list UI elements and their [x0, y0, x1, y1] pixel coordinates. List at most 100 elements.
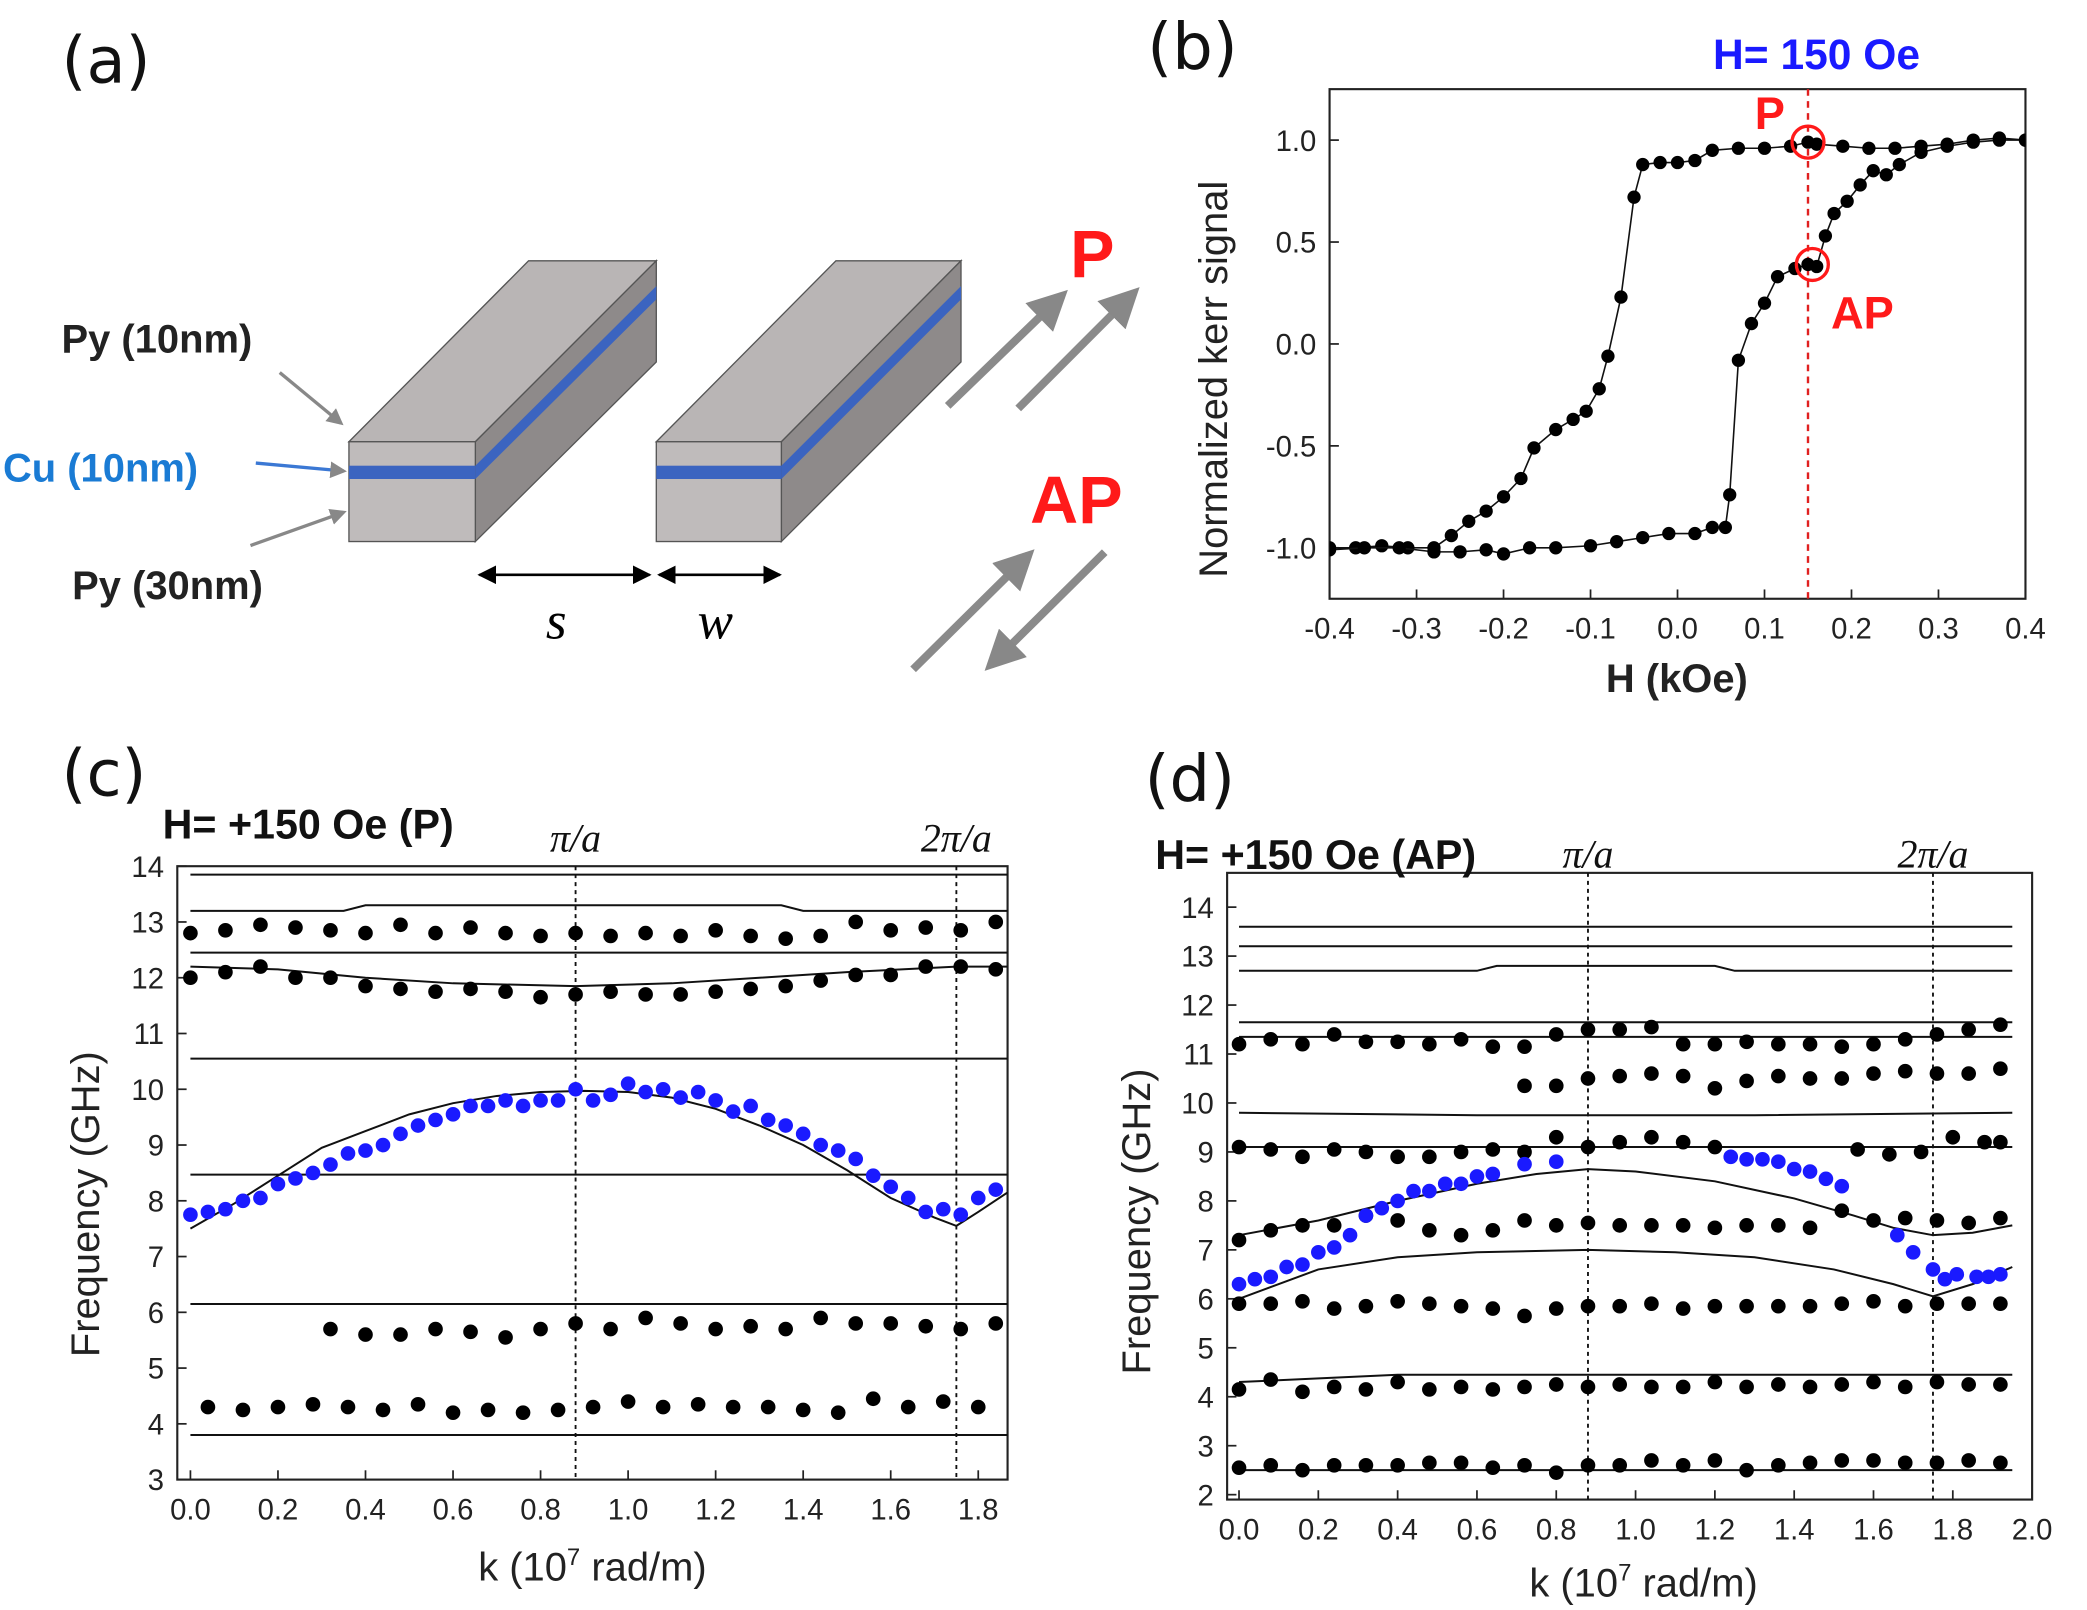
data-point [1961, 1022, 1976, 1037]
data-point-highlighted [708, 1093, 723, 1108]
data-point [1866, 1213, 1881, 1228]
zone-boundary-label: 2π/a [1897, 832, 1968, 877]
data-point-highlighted [463, 1098, 478, 1114]
data-point [1522, 541, 1537, 555]
state-marker-circle [1794, 246, 1830, 283]
data-point [1653, 155, 1667, 170]
data-point [288, 970, 303, 986]
data-point [1392, 541, 1406, 555]
y-tick-label: 3 [1198, 1431, 1214, 1463]
data-point [1866, 1374, 1881, 1390]
data-point [1422, 1455, 1437, 1471]
data-point-highlighted [323, 1157, 338, 1172]
data-point [1771, 1377, 1786, 1392]
x-axis-label: k (107 rad/m) [478, 1544, 706, 1590]
data-point [603, 984, 618, 999]
data-point-highlighted [970, 1190, 986, 1206]
data-point [218, 964, 233, 980]
data-point [1802, 1036, 1818, 1052]
data-point [1670, 155, 1685, 170]
data-point-highlighted [1889, 1227, 1905, 1243]
data-point-highlighted [358, 1143, 373, 1158]
data-point-highlighted [1925, 1262, 1941, 1277]
state-label-p: P [1070, 218, 1114, 292]
data-point [1993, 1134, 2008, 1150]
data-point [1390, 1149, 1405, 1165]
data-point [1739, 1034, 1754, 1050]
data-point-highlighted [1969, 1269, 1984, 1285]
data-point [1929, 1296, 1945, 1312]
data-point [1517, 1213, 1532, 1228]
data-point [1929, 1374, 1945, 1390]
data-point [1427, 545, 1441, 559]
wire-2 [654, 259, 963, 544]
data-point [1675, 1379, 1691, 1395]
data-point [1675, 1134, 1691, 1150]
data-point [1707, 1453, 1723, 1468]
chart-title: H= 150 Oe [1713, 31, 1920, 79]
y-tick-label: 14 [1181, 893, 1214, 925]
x-tick-label: 0.2 [258, 1495, 299, 1527]
data-point [1834, 1453, 1850, 1468]
data-point-highlighted [200, 1204, 216, 1220]
data-point [1757, 141, 1772, 155]
data-point-highlighted [1422, 1183, 1437, 1199]
data-point-highlighted [1786, 1161, 1802, 1177]
data-point-highlighted [1485, 1166, 1501, 1182]
data-point [1496, 490, 1511, 504]
data-point [1614, 290, 1628, 304]
x-tick-label: 0.0 [1219, 1514, 1260, 1546]
data-point [1718, 520, 1733, 535]
data-point [1231, 1382, 1247, 1397]
data-point [1422, 1296, 1437, 1312]
data-point [1644, 1218, 1659, 1233]
data-point [1485, 1382, 1501, 1397]
data-point [1390, 1457, 1405, 1473]
data-point-highlighted [1342, 1227, 1358, 1243]
data-point [1850, 1142, 1865, 1157]
data-point-highlighted [1326, 1240, 1342, 1255]
data-point [1479, 543, 1493, 557]
data-point [1517, 1379, 1532, 1395]
data-point [1453, 1144, 1469, 1160]
data-point [1705, 520, 1719, 535]
data-point-highlighted [743, 1098, 758, 1114]
pointer-arrow-icon [278, 371, 344, 426]
width-label: w [698, 592, 734, 651]
data-point [1961, 1377, 1976, 1392]
data-point [428, 984, 443, 999]
model-curve [190, 965, 1008, 988]
x-tick-label: 1.6 [1853, 1514, 1894, 1546]
data-point [1579, 404, 1593, 418]
data-point [813, 1310, 829, 1326]
data-point [935, 1394, 951, 1409]
data-point [1422, 1149, 1437, 1165]
x-tick-label: -0.1 [1565, 614, 1615, 646]
model-curve [1238, 1248, 2013, 1300]
data-point [848, 1316, 864, 1331]
y-tick-label: 8 [148, 1186, 164, 1218]
data-point [410, 1397, 426, 1412]
data-point [1548, 1218, 1564, 1233]
data-point-highlighted [218, 1201, 233, 1217]
data-point [900, 1399, 916, 1415]
y-tick-label: 12 [1181, 991, 1214, 1023]
data-point [305, 1397, 321, 1412]
data-point [1485, 1142, 1501, 1157]
x-tick-label: 2.0 [2012, 1514, 2053, 1546]
model-curve [189, 1089, 1008, 1230]
data-point [883, 967, 899, 983]
antiparallel-arrow-up-icon [910, 549, 1035, 673]
x-tick-label: 1.0 [608, 1495, 649, 1527]
y-tick-label: 12 [131, 963, 164, 995]
y-tick-label: 10 [131, 1075, 164, 1107]
data-point [1444, 528, 1459, 543]
data-point-highlighted [1358, 1208, 1374, 1223]
data-point [1375, 539, 1389, 553]
data-point-highlighted [550, 1093, 566, 1108]
data-point [445, 1405, 461, 1421]
data-point-highlighted [1311, 1244, 1326, 1260]
dispersion-chart-p: 0.0 0.2 0.4 0.6 0.8 1.0 1.2 1.4 1.6 1.8 3 4 5 6 7 8 9 10 1… [64, 801, 1009, 1590]
data-point [183, 970, 198, 986]
data-point [1358, 1382, 1374, 1397]
